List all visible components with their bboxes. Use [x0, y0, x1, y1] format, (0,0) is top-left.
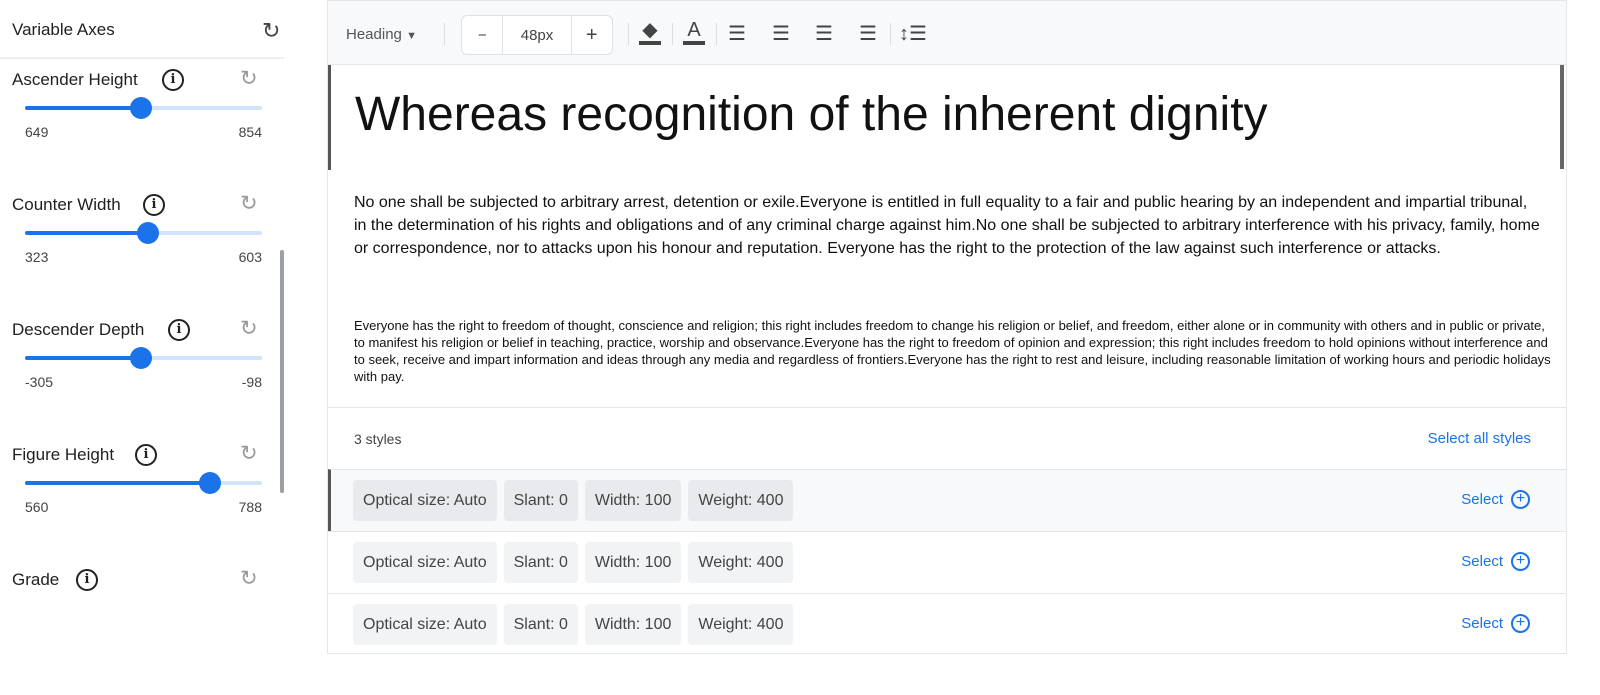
scrollbar[interactable]	[280, 250, 284, 493]
divider	[0, 57, 284, 59]
slider-max: 788	[238, 499, 262, 515]
reset-icon[interactable]: ↻	[240, 442, 258, 465]
info-icon[interactable]: i	[162, 69, 184, 91]
select-label: Select	[1461, 553, 1503, 570]
divider	[672, 23, 673, 45]
style-chip: Weight: 400	[688, 542, 794, 583]
styles-header: 3 styles Select all styles	[328, 407, 1566, 469]
axis-counter-width: Counter Width i ↻ 323 603	[0, 192, 290, 320]
slider-min: 649	[25, 124, 49, 140]
axis-grade: Grade i ↻	[0, 567, 290, 695]
axis-label: Ascender Height	[12, 70, 138, 89]
slider-min: 560	[25, 499, 49, 515]
slider-fill	[25, 231, 149, 235]
divider	[628, 23, 629, 45]
axis-label: Grade	[12, 570, 60, 589]
axis-slider[interactable]	[25, 347, 262, 369]
style-chip: Optical size: Auto	[353, 480, 497, 521]
axis-ascender-height: Ascender Height i ↻ 649 854	[0, 67, 290, 195]
slider-thumb[interactable]	[130, 97, 153, 119]
add-circle-icon: +	[1511, 552, 1530, 571]
select-style-button[interactable]: Select +	[1461, 614, 1530, 633]
info-icon[interactable]: i	[168, 319, 190, 341]
add-circle-icon: +	[1511, 614, 1530, 633]
align-right-icon[interactable]: ☰	[815, 23, 833, 45]
info-icon[interactable]: i	[135, 444, 157, 466]
info-icon[interactable]: i	[143, 194, 165, 216]
style-chip: Width: 100	[584, 480, 682, 521]
divider	[444, 23, 445, 45]
font-size-stepper: − 48px +	[461, 15, 613, 55]
select-style-button[interactable]: Select +	[1461, 490, 1530, 509]
toolbar: Heading ▼ − 48px + ◆ A ☰ ☰ ☰ ☰ ↕☰	[328, 1, 1566, 65]
slider-fill	[25, 481, 210, 485]
add-circle-icon: +	[1511, 490, 1530, 509]
style-chip: Width: 100	[584, 542, 682, 583]
slider-thumb[interactable]	[137, 222, 160, 244]
text-color-icon[interactable]: A	[681, 20, 707, 45]
divider	[890, 23, 891, 45]
select-label: Select	[1461, 615, 1503, 632]
axis-slider[interactable]	[25, 222, 262, 244]
axis-slider[interactable]	[25, 97, 262, 119]
panel-title: Variable Axes	[12, 20, 115, 39]
style-row[interactable]: Optical size: Auto Slant: 0 Width: 100 Weig…	[328, 469, 1566, 531]
select-label: Select	[1461, 491, 1503, 508]
axis-descender-depth: Descender Depth i ↻ -305 -98	[0, 317, 290, 445]
preview-panel: Heading ▼ − 48px + ◆ A ☰ ☰ ☰ ☰ ↕☰ Wherea…	[327, 0, 1567, 654]
reset-icon[interactable]: ↻	[240, 67, 258, 90]
increase-button[interactable]: +	[570, 16, 612, 54]
reset-all-icon[interactable]: ↻	[262, 18, 281, 43]
style-chip: Slant: 0	[503, 542, 578, 583]
style-chip: Optical size: Auto	[353, 542, 497, 583]
style-chip: Slant: 0	[503, 604, 578, 645]
info-icon[interactable]: i	[76, 569, 98, 591]
align-left-icon[interactable]: ☰	[728, 23, 746, 45]
slider-min: 323	[25, 249, 49, 265]
style-row[interactable]: Optical size: Auto Slant: 0 Width: 100 Weig…	[328, 531, 1566, 593]
style-chip: Weight: 400	[688, 604, 794, 645]
select-style-button[interactable]: Select +	[1461, 552, 1530, 571]
axis-figure-height: Figure Height i ↻ 560 788	[0, 442, 290, 570]
dropdown-arrow-icon: ▼	[406, 30, 417, 42]
heading-preview: Whereas recognition of the inherent dign…	[328, 65, 1566, 170]
slider-max: 603	[238, 249, 262, 265]
slider-min: -305	[25, 374, 54, 390]
slider-max: 854	[238, 124, 262, 140]
reset-icon[interactable]: ↻	[240, 192, 258, 215]
slider-thumb[interactable]	[130, 347, 153, 369]
decrease-button[interactable]: −	[462, 16, 504, 54]
select-all-styles-link[interactable]: Select all styles	[1427, 430, 1531, 447]
font-size-input[interactable]: 48px	[520, 26, 554, 44]
slider-max: -98	[241, 374, 262, 390]
styles-count: 3 styles	[354, 431, 402, 447]
scrollbar[interactable]	[1560, 65, 1564, 169]
style-chip: Slant: 0	[503, 480, 578, 521]
style-select-value: Heading	[346, 26, 402, 43]
small-preview[interactable]: Everyone has the right to freedom of tho…	[354, 318, 1551, 384]
style-select[interactable]: Heading ▼	[346, 26, 417, 43]
style-chip: Weight: 400	[688, 480, 794, 521]
fill-color-icon[interactable]: ◆	[637, 20, 663, 45]
line-height-icon[interactable]: ↕☰	[899, 23, 927, 45]
body-preview[interactable]: No one shall be subjected to arbitrary a…	[354, 194, 1540, 257]
style-row[interactable]: Optical size: Auto Slant: 0 Width: 100 Weig…	[328, 593, 1566, 655]
variable-axes-panel: Variable Axes ↻ Ascender Height i ↻ 649 …	[0, 0, 290, 672]
slider-thumb[interactable]	[198, 472, 221, 494]
axis-slider[interactable]	[25, 472, 262, 494]
slider-fill	[25, 356, 142, 360]
align-center-icon[interactable]: ☰	[772, 23, 790, 45]
divider	[716, 23, 717, 45]
reset-icon[interactable]: ↻	[240, 317, 258, 340]
heading-text[interactable]: Whereas recognition of the inherent dign…	[355, 88, 1268, 141]
style-chip: Optical size: Auto	[353, 604, 497, 645]
axis-label: Figure Height	[12, 445, 115, 464]
reset-icon[interactable]: ↻	[240, 567, 258, 590]
axis-label: Descender Depth	[12, 320, 145, 339]
style-chip: Width: 100	[584, 604, 682, 645]
align-justify-icon[interactable]: ☰	[859, 23, 877, 45]
slider-fill	[25, 106, 142, 110]
axis-label: Counter Width	[12, 195, 121, 214]
